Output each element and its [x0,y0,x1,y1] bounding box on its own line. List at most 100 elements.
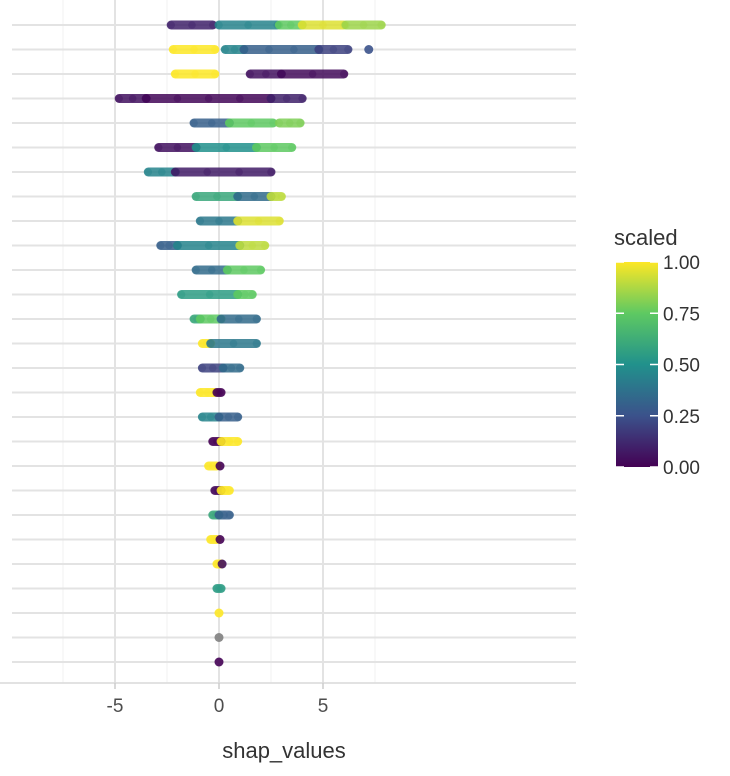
data-point [247,119,256,127]
data-point [215,413,223,421]
data-point [233,413,242,421]
data-point [285,119,294,127]
data-point [248,290,257,299]
data-point [171,168,180,176]
data-point [235,168,243,176]
data-point [288,143,296,152]
data-point [308,70,317,78]
data-point [233,217,242,225]
data-point [206,413,215,421]
data-point [165,241,173,250]
data-point [204,241,213,250]
points-layer [114,20,386,667]
data-point [192,143,200,152]
data-point [241,290,249,299]
data-point [224,413,233,421]
data-point [173,94,182,103]
data-point [177,290,186,299]
data-point [156,241,165,250]
data-point [198,339,207,348]
data-point [210,535,218,544]
colorbar-tick-label: 0.00 [663,458,700,479]
data-point [215,535,225,544]
data-point [319,21,327,29]
data-point [233,192,242,201]
colorbar-tick-label: 0.25 [663,407,700,428]
data-point [277,192,286,201]
data-point [298,94,307,103]
data-point [222,143,231,152]
data-point [213,584,221,593]
data-point [196,217,205,225]
data-point [298,21,307,29]
data-point [214,608,224,618]
data-point [196,315,205,323]
data-point [223,266,232,274]
data-point [207,266,216,274]
data-point [215,388,223,397]
data-point [342,21,350,29]
data-point [377,21,386,29]
x-tick-label: -5 [107,696,124,717]
data-point [286,21,295,29]
data-point [217,388,225,397]
data-point [267,94,275,103]
data-point [206,535,215,544]
data-point [191,70,199,78]
data-point [272,192,281,201]
data-point [275,119,284,127]
data-point [252,315,261,323]
data-point [208,511,217,519]
data-point [190,315,198,323]
data-point [225,119,234,127]
data-point [213,388,221,397]
data-point [208,462,217,470]
data-point [267,192,275,201]
data-point [188,21,196,29]
data-point [277,70,286,78]
data-point [215,511,223,519]
data-point [169,45,178,54]
data-point [219,364,227,372]
data-point [244,21,252,29]
data-point [192,192,200,201]
x-tick-label: 5 [318,696,329,717]
data-point [167,21,175,29]
data-point [204,462,213,470]
data-point [203,388,212,397]
data-point [198,413,207,421]
colorbar-title: scaled [614,225,678,250]
data-point [265,45,273,54]
data-point [225,486,234,495]
data-point [275,21,284,29]
data-point [211,486,219,495]
data-point [270,143,278,152]
data-point [254,217,263,225]
data-point [173,143,182,152]
data-point [142,94,150,103]
data-point [217,559,227,569]
data-point [246,70,254,78]
data-point [359,21,368,29]
data-point [190,45,198,54]
data-point [236,241,244,250]
data-point [205,290,214,299]
data-point [344,45,352,54]
data-point [217,315,225,323]
data-point [364,45,374,54]
data-point [204,94,213,103]
data-point [206,315,215,323]
data-point [233,290,242,299]
colorbar-legend: scaled 1.00 0.75 0.50 0.25 0.00 [614,225,700,479]
data-point [221,486,230,495]
data-point [250,192,259,201]
data-point [256,266,265,274]
colorbar-tick-label: 0.75 [663,304,700,325]
data-point [128,94,137,103]
data-point [215,21,223,29]
data-point [315,45,323,54]
data-point [290,45,298,54]
data-point [215,584,223,593]
data-point [221,45,230,54]
